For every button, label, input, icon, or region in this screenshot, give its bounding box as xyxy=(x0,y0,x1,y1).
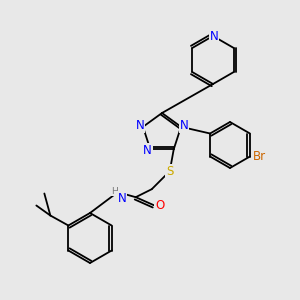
Text: S: S xyxy=(166,165,173,178)
Text: N: N xyxy=(210,29,218,43)
Text: N: N xyxy=(143,144,152,157)
Text: O: O xyxy=(155,199,164,212)
Text: Br: Br xyxy=(254,150,266,163)
Text: N: N xyxy=(180,119,188,132)
Text: H: H xyxy=(111,187,118,196)
Text: N: N xyxy=(136,119,144,132)
Text: N: N xyxy=(117,192,126,205)
